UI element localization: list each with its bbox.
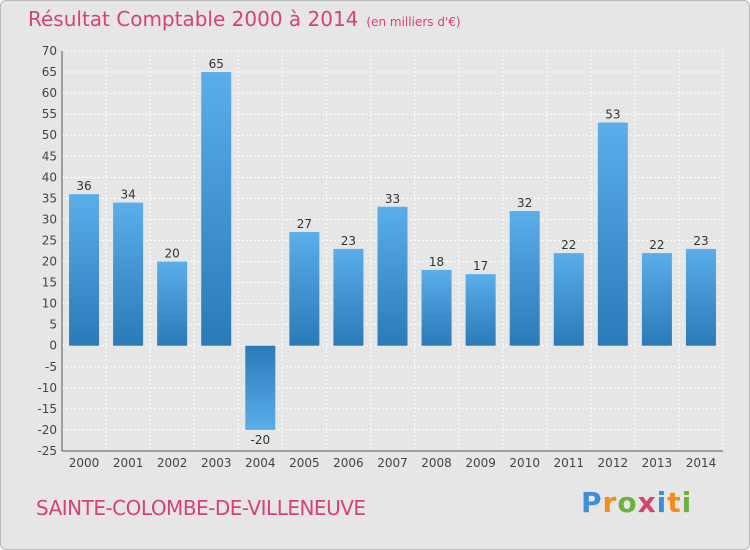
x-tick-label: 2005 [289, 456, 320, 470]
bar-2003 [201, 72, 232, 346]
data-label: 17 [473, 259, 488, 273]
logo-letter: i [681, 486, 693, 519]
data-label: 20 [165, 247, 180, 261]
data-label: 18 [429, 255, 444, 269]
data-label: 33 [385, 192, 400, 206]
y-tick-label: -5 [45, 360, 57, 374]
x-tick-label: 2002 [157, 456, 188, 470]
chart-subtitle: (en milliers d'€) [366, 15, 461, 29]
chart-title: Résultat Comptable 2000 à 2014 (en millie… [28, 7, 461, 31]
data-labels: 36 34 20 65 -20 27 23 33 18 17 32 22 53 22 23 [76, 57, 708, 447]
x-tick-label: 2003 [201, 456, 232, 470]
y-tick-label: 45 [42, 149, 57, 163]
data-label: 34 [120, 188, 135, 202]
data-label: -20 [250, 433, 270, 447]
x-axis: 2000 2001 2002 2003 2004 2005 2006 2007 2008 2009… [62, 450, 723, 470]
y-tick-label: 10 [42, 297, 57, 311]
data-label: 22 [649, 238, 664, 252]
y-tick-label: -10 [37, 381, 57, 395]
x-tick-label: 2006 [333, 456, 364, 470]
data-label: 65 [209, 57, 224, 71]
bar-2005 [289, 232, 320, 346]
bar-2001 [113, 202, 144, 346]
bar-2010 [509, 211, 540, 346]
y-tick-label: 70 [42, 44, 57, 58]
bar-2004 [245, 345, 276, 430]
x-tick-label: 2000 [69, 456, 100, 470]
bar-2013 [641, 253, 672, 346]
y-tick-label: 35 [42, 191, 57, 205]
bar-2012 [597, 122, 628, 346]
y-tick-label: 65 [42, 65, 57, 79]
x-tick-label: 2009 [465, 456, 496, 470]
x-tick-label: 2010 [509, 456, 540, 470]
y-tick-label: 0 [49, 339, 57, 353]
bar-2011 [553, 253, 584, 346]
x-tick-label: 2001 [113, 456, 144, 470]
commune-name: SAINTE-COLOMBE-DE-VILLENEUVE [36, 496, 366, 520]
bar-2002 [157, 261, 188, 346]
y-tick-label: 5 [49, 318, 57, 332]
bar-2006 [333, 248, 364, 346]
y-tick-label: -20 [37, 423, 57, 437]
bar-2009 [465, 274, 496, 346]
logo-letter: P [581, 486, 603, 519]
y-tick-label: 15 [42, 276, 57, 290]
y-tick-label: 50 [42, 128, 57, 142]
x-tick-label: 2011 [553, 456, 584, 470]
data-label: 23 [341, 234, 356, 248]
x-tick-label: 2008 [421, 456, 452, 470]
y-tick-label: 55 [42, 107, 57, 121]
x-tick-label: 2007 [377, 456, 408, 470]
y-tick-label: -15 [37, 402, 57, 416]
x-tick-label: 2013 [642, 456, 673, 470]
y-tick-label: -25 [37, 444, 57, 458]
logo-letter: x [637, 486, 657, 519]
data-label: 53 [605, 108, 620, 122]
y-tick-label: 20 [42, 255, 57, 269]
bar-2008 [421, 269, 452, 346]
data-label: 36 [76, 179, 91, 193]
y-tick-label: 60 [42, 86, 57, 100]
data-label: 32 [517, 196, 532, 210]
logo-letter: r [602, 486, 618, 519]
bar-2000 [69, 194, 100, 346]
bar-2014 [685, 248, 716, 346]
bar-2007 [377, 206, 408, 346]
y-tick-label: 25 [42, 233, 57, 247]
data-label: 23 [693, 234, 708, 248]
y-tick-label: 30 [42, 212, 57, 226]
x-tick-label: 2004 [245, 456, 276, 470]
data-label: 27 [297, 217, 312, 231]
x-tick-label: 2014 [686, 456, 717, 470]
y-tick-label: 40 [42, 170, 57, 184]
proxiti-logo: Proxiti [581, 486, 692, 519]
logo-letter: o [617, 486, 638, 519]
title-text: Résultat Comptable 2000 à 2014 [28, 7, 359, 31]
logo-letter: t [667, 486, 682, 519]
y-axis: 7065605550454035302520151050-5-10-15-20-… [37, 44, 63, 458]
bars [69, 72, 716, 430]
data-label: 22 [561, 238, 576, 252]
x-tick-label: 2012 [598, 456, 629, 470]
logo-letter: i [656, 486, 668, 519]
